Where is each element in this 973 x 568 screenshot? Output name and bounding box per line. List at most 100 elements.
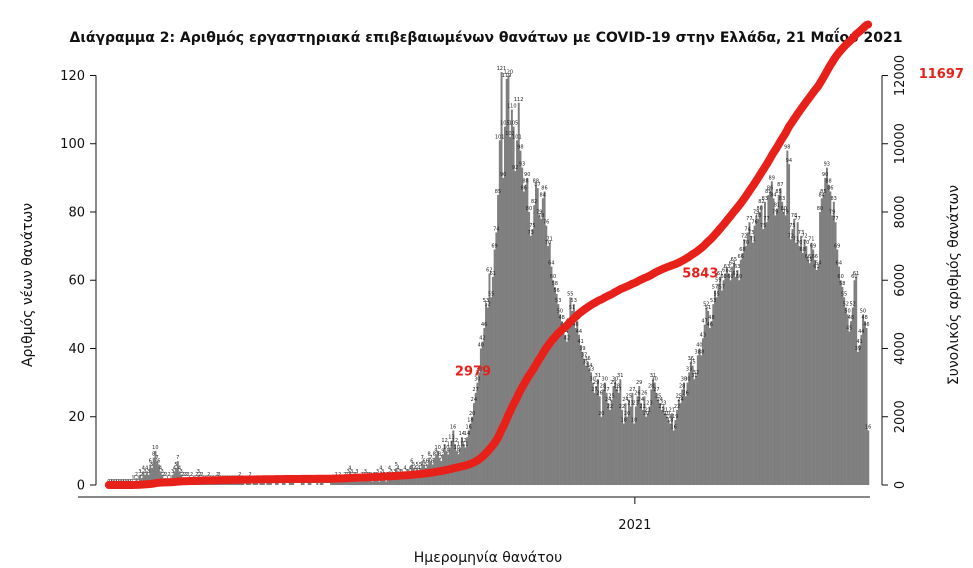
bar-value-label: 87 <box>534 182 540 188</box>
bar <box>534 184 537 485</box>
bar <box>794 242 797 485</box>
bar <box>801 252 804 485</box>
bar <box>478 372 481 485</box>
bar-value-label: 46 <box>572 322 578 328</box>
bar <box>152 457 155 485</box>
bar <box>660 409 663 485</box>
bar <box>786 150 789 485</box>
bar <box>505 78 508 485</box>
bar-value-label: 60 <box>736 274 742 280</box>
bar <box>517 102 520 485</box>
bar-value-label: 7 <box>155 455 158 461</box>
bar-value-label: 89 <box>769 175 775 181</box>
bar-value-label: 77 <box>763 216 769 222</box>
bar-value-label: 87 <box>777 182 783 188</box>
bar-value-label: 9 <box>457 448 460 454</box>
bar-value-label: 88 <box>533 179 539 185</box>
bar <box>157 464 160 485</box>
bar-value-label: 86 <box>541 186 547 192</box>
bar-value-label: 77 <box>746 216 752 222</box>
bar <box>500 72 503 485</box>
bar-value-label: 61 <box>732 271 738 277</box>
bar-value-label: 63 <box>734 264 740 270</box>
chart-title: Διάγραμμα 2: Αριθμός εργαστηριακά επιβεβ… <box>70 28 903 46</box>
bar <box>543 191 546 485</box>
bar <box>567 324 570 485</box>
bar <box>533 205 536 485</box>
bar-value-label: 53 <box>483 298 489 304</box>
bar-value-label: 3 <box>350 469 353 475</box>
bar <box>634 406 637 485</box>
bar-value-label: 86 <box>827 186 833 192</box>
cumulative-line-group <box>104 20 873 489</box>
bar-value-label: 83 <box>762 196 768 202</box>
bar-value-label: 26 <box>634 390 640 396</box>
y-axis-title-right: Συνολικός αριθμός θανάτων <box>946 185 962 385</box>
bar <box>398 474 401 485</box>
bar <box>648 406 651 485</box>
bar <box>583 358 586 485</box>
bar <box>745 246 748 485</box>
bar <box>796 222 799 485</box>
bar <box>536 188 539 485</box>
bar <box>288 481 291 485</box>
bar-value-label: 4 <box>159 465 162 471</box>
bar <box>832 201 835 485</box>
y-tick-label-right: 10000 <box>893 123 908 164</box>
bar-value-label: 4 <box>409 465 412 471</box>
bar <box>504 126 506 486</box>
bar-value-label: 8 <box>433 452 436 458</box>
bar-value-label: 6 <box>410 459 413 465</box>
bar-value-label: 46 <box>863 322 869 328</box>
bar <box>667 420 670 485</box>
bar-value-label: 70 <box>743 240 749 246</box>
bar-value-label: 35 <box>689 360 695 366</box>
bar-value-label: 2 <box>164 472 167 478</box>
bar-value-label: 80 <box>781 206 787 212</box>
bar-value-label: 84 <box>540 192 546 198</box>
bar <box>402 478 405 485</box>
bar <box>316 481 319 485</box>
bar <box>336 481 339 485</box>
bar-value-label: 2 <box>248 472 251 478</box>
bar <box>590 372 593 485</box>
bar-value-label: 47 <box>701 319 707 325</box>
bar <box>624 403 627 485</box>
bar-value-label: 38 <box>695 349 701 355</box>
bar-value-label: 4 <box>403 465 406 471</box>
bar-value-label: 18 <box>467 418 473 424</box>
bar <box>555 293 558 485</box>
bar-value-label: 22 <box>658 404 664 410</box>
bar <box>753 225 756 485</box>
bar <box>531 229 534 485</box>
bar-value-label: 68 <box>739 247 745 253</box>
bar <box>836 249 839 485</box>
bar-value-label: 11 <box>447 441 453 447</box>
bar-value-label: 18 <box>667 418 673 424</box>
bar <box>550 266 553 485</box>
bar-value-label: 39 <box>855 346 861 352</box>
y-tick-label-left: 0 <box>77 479 85 494</box>
y-tick-label-right: 6000 <box>893 264 908 297</box>
bar <box>738 280 741 485</box>
bar-value-label: 27 <box>472 387 478 393</box>
bar <box>378 481 381 485</box>
bar <box>746 232 749 485</box>
bar <box>485 304 488 485</box>
bar <box>553 287 556 485</box>
bar-value-label: 3 <box>347 469 350 475</box>
bar <box>602 389 605 485</box>
bar <box>159 471 162 485</box>
bar-value-label: 5 <box>395 462 398 468</box>
bar <box>321 481 324 485</box>
bar <box>800 235 803 485</box>
bar-value-label: 52 <box>849 302 855 308</box>
bar <box>791 229 794 485</box>
bar <box>471 416 474 485</box>
bar <box>309 481 312 485</box>
bar-value-label: 74 <box>744 226 750 232</box>
bar-value-label: 27 <box>591 387 597 393</box>
bar <box>841 287 844 485</box>
bar <box>689 362 692 485</box>
y-tick-label-left: 60 <box>68 274 85 289</box>
